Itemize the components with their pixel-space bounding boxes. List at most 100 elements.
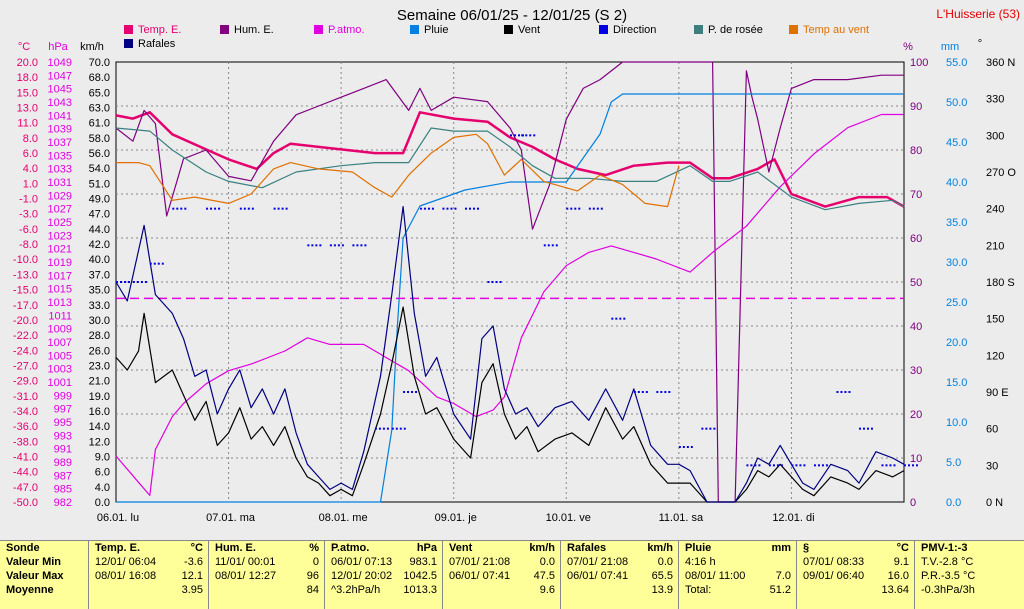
tick-label-temp: 8.0 — [23, 133, 38, 145]
direction-point — [858, 427, 861, 430]
footer-s-cell: 09/01/ 06:40 — [803, 570, 865, 582]
tick-label-pct: 20 — [910, 409, 922, 421]
chart-legend: Temp. E. Hum. E. P.atmo. Pluie Vent Direction… — [124, 24, 869, 50]
tick-label-temp: -6.0 — [19, 224, 38, 236]
direction-point — [395, 427, 398, 430]
tick-label-temp: -31.0 — [13, 391, 38, 403]
direction-point — [382, 427, 385, 430]
direction-point — [378, 427, 381, 430]
direction-point — [411, 391, 414, 393]
series-line-rafales — [115, 206, 905, 503]
legend-swatch — [410, 25, 419, 34]
direction-point — [140, 281, 143, 283]
x-tick-label: 07.01. ma — [206, 512, 256, 524]
tick-label-kmh: 19.0 — [89, 391, 110, 403]
legend-label: P.atmo. — [328, 24, 365, 36]
direction-point — [750, 464, 753, 467]
footer-rafales-value: 0.0 — [657, 556, 673, 568]
footer-pluie-cell: Total: — [685, 584, 712, 596]
tick-label-kmh: 16.0 — [89, 406, 110, 418]
footer-rafales-unit: km/h — [647, 542, 673, 554]
direction-point — [758, 464, 761, 467]
footer-pmv-cell: -0.3hPa/3h — [921, 584, 975, 596]
x-tick-label: 06.01. lu — [97, 512, 139, 524]
direction-point — [116, 281, 118, 283]
direction-point — [701, 427, 704, 430]
footer-hum-cell: 11/01/ 00:01 — [215, 556, 276, 568]
series-line-temp-e- — [115, 111, 905, 208]
footer-hum-unit: % — [309, 542, 319, 554]
direction-point — [157, 262, 160, 265]
tick-label-temp: -41.0 — [13, 451, 38, 463]
direction-point — [533, 134, 536, 137]
direction-point — [656, 391, 659, 393]
x-tick-label: 10.01. ve — [546, 512, 591, 524]
direction-point — [623, 317, 626, 320]
direction-point — [686, 446, 689, 448]
tick-label-mm: 10.0 — [946, 417, 967, 429]
tick-label-mm: 0.0 — [946, 497, 961, 509]
tick-label-kmh: 37.0 — [89, 269, 110, 281]
footer-temp-value: -3.6 — [184, 556, 203, 568]
direction-point — [206, 207, 209, 210]
footer-pmv-title: PMV-1:-3 — [921, 542, 968, 554]
footer-s-unit: °C — [896, 542, 909, 554]
direction-point — [407, 391, 410, 393]
direction-point — [746, 464, 749, 467]
direction-point — [124, 281, 126, 283]
direction-point — [543, 244, 546, 247]
direction-point — [450, 207, 453, 210]
legend-label: Direction — [613, 24, 656, 36]
direction-point — [423, 207, 426, 210]
tick-label-kmh: 12.0 — [89, 436, 110, 448]
tick-label-temp: -3.0 — [19, 209, 38, 221]
tick-label-deg: 180 S — [986, 277, 1015, 289]
tick-label-deg: 150 — [986, 314, 1004, 326]
footer-rafales-value: 13.9 — [651, 584, 673, 596]
tick-label-mm: 25.0 — [946, 297, 967, 309]
x-tick-label: 11.01. sa — [659, 512, 704, 524]
tick-label-pct: 0 — [910, 497, 916, 509]
footer-sonde-title: Sonde — [6, 542, 40, 554]
tick-label-hpa: 1009 — [48, 324, 72, 336]
direction-point — [619, 317, 622, 320]
tick-label-deg: 330 — [986, 94, 1004, 106]
tick-label-kmh: 35.0 — [89, 285, 110, 297]
tick-label-pct: 90 — [910, 101, 922, 113]
footer-hum-value: 0 — [312, 556, 319, 568]
direction-point — [307, 244, 310, 247]
direction-point — [518, 134, 520, 137]
footer-hum-cell: 08/01/ 12:27 — [215, 570, 277, 582]
tick-label-hpa: 982 — [54, 497, 72, 509]
footer-patmo-value: 1013.3 — [403, 584, 437, 596]
direction-point — [754, 464, 757, 467]
tick-label-kmh: 26.0 — [89, 345, 110, 357]
series-line-p-atmo- — [115, 113, 904, 496]
series-line-hum-e- — [115, 61, 904, 503]
footer-temp-value: 12.1 — [181, 570, 203, 582]
direction-point — [419, 207, 422, 210]
footer-patmo-cell: ^3.2hPa/h — [331, 584, 381, 596]
direction-point — [615, 317, 618, 320]
tick-label-hpa: 1049 — [48, 57, 72, 69]
tick-label-hpa: 1047 — [48, 70, 72, 82]
tick-label-hpa: 1019 — [48, 257, 72, 269]
tick-label-kmh: 58.0 — [89, 133, 110, 145]
direction-point — [510, 134, 512, 137]
tick-label-hpa: 1041 — [48, 110, 72, 122]
footer-col-sonde: Sonde Valeur Min Valeur Max Moyenne — [0, 541, 88, 609]
footer-s-cell: 07/01/ 08:33 — [803, 556, 865, 568]
footer-hum-title: Hum. E. — [215, 542, 256, 554]
tick-label-temp: 15.0 — [17, 87, 38, 99]
direction-point — [904, 464, 906, 467]
direction-point — [780, 464, 783, 467]
axis-unit-mm: mm — [941, 41, 959, 53]
legend-swatch — [789, 25, 798, 34]
tick-label-mm: 45.0 — [946, 137, 967, 149]
footer-vent-value: 0.0 — [539, 556, 555, 568]
tick-label-temp: -29.0 — [13, 376, 38, 388]
direction-point — [176, 207, 179, 210]
tick-label-kmh: 14.0 — [89, 421, 110, 433]
footer-vent-value: 9.6 — [539, 584, 555, 596]
axis-unit-hpa: hPa — [48, 41, 68, 53]
